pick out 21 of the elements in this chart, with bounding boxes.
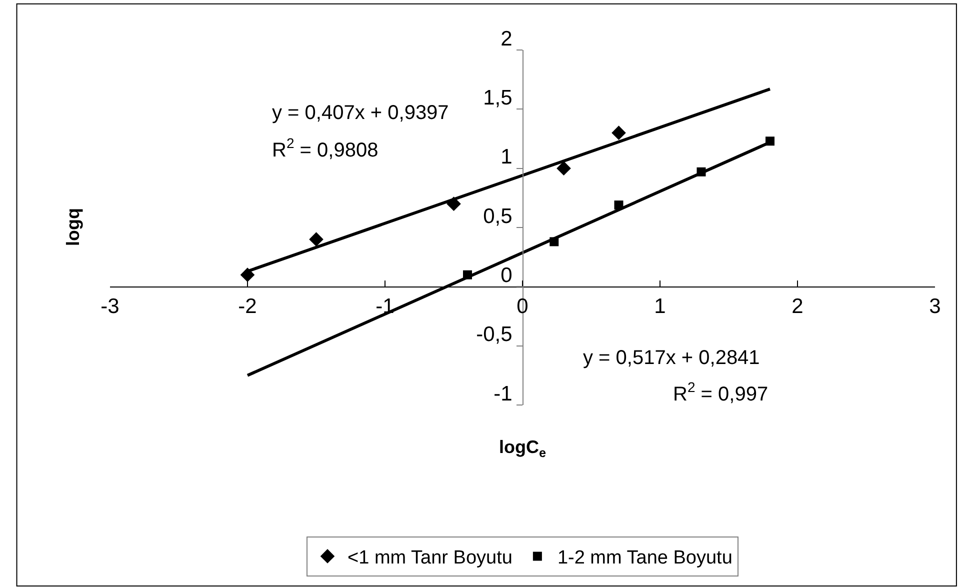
y-tick-label: 2 bbox=[500, 27, 512, 50]
y-tick-label: 0,5 bbox=[483, 204, 512, 228]
x-axis-title: logC$_{e}$ bbox=[499, 437, 546, 460]
y-tick-label: -0,5 bbox=[476, 323, 512, 346]
y-tick-label: 1,5 bbox=[483, 86, 512, 110]
y-axis-title: logq bbox=[63, 208, 83, 246]
annotation: y = 0,407x + 0,9397 bbox=[272, 102, 449, 124]
x-tick-label: 3 bbox=[929, 294, 941, 318]
annotation: R$^{2}$ = 0,997 bbox=[673, 379, 768, 406]
y-tick-label: 1 bbox=[500, 146, 512, 169]
x-tick-label: 1 bbox=[654, 294, 666, 318]
x-tick-label: 0 bbox=[516, 294, 528, 318]
x-tick-label: -3 bbox=[100, 294, 120, 318]
y-tick-label: -1 bbox=[494, 382, 512, 406]
annotation: y = 0,517x + 0,2841 bbox=[583, 347, 760, 369]
x-tick-label: -2 bbox=[238, 294, 257, 318]
legend-label: 1-2 mm Tane Boyutu bbox=[557, 548, 732, 569]
y-tick-label: 0 bbox=[500, 264, 512, 288]
x-tick-label: 2 bbox=[792, 294, 804, 318]
annotation: R$^{2}$ = 0,9808 bbox=[272, 135, 378, 162]
legend-label: <1 mm Tanr Boyutu bbox=[348, 548, 512, 569]
